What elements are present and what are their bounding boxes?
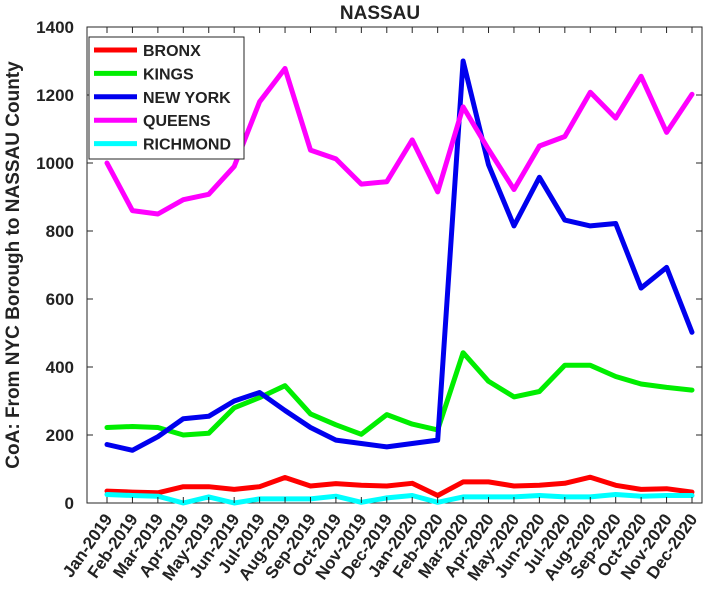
legend-label: QUEENS (143, 113, 211, 130)
chart-title: NASSAU (340, 3, 420, 24)
y-tick-label: 1200 (36, 86, 74, 105)
plot-area (86, 26, 703, 506)
series-line-richmond (104, 492, 695, 506)
series-line-queens (104, 66, 695, 217)
y-tick-label: 800 (46, 222, 74, 241)
legend-label: RICHMOND (143, 137, 231, 154)
y-tick-label: 600 (46, 290, 74, 309)
legend: BRONX KINGS NEW YORK QUEENS RICHMOND (88, 36, 245, 160)
series-line-bronx (104, 474, 695, 498)
y-axis-ticks: 0 200 400 600 800 1000 1200 1400 (36, 18, 702, 513)
axes-box (86, 26, 703, 504)
y-tick-label: 200 (46, 426, 74, 445)
y-tick-label: 0 (65, 494, 74, 513)
y-tick-label: 1000 (36, 154, 74, 173)
y-axis-label: CoA: From NYC Borough to NASSAU County (3, 61, 24, 469)
legend-label: BRONX (143, 43, 201, 60)
y-tick-label: 400 (46, 358, 74, 377)
series-line-kings (104, 350, 695, 438)
series-line-new-york (104, 58, 695, 453)
legend-label: KINGS (143, 66, 194, 83)
y-tick-label: 1400 (36, 18, 74, 37)
legend-label: NEW YORK (143, 90, 231, 107)
